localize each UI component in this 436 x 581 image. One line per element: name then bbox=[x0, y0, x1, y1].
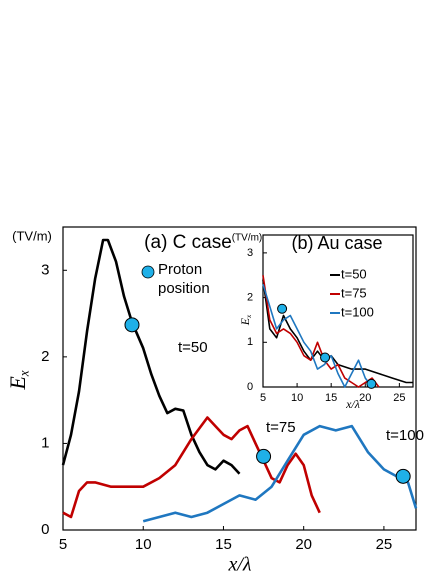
series-label: t=75 bbox=[266, 419, 296, 436]
y-tick-label: 0 bbox=[247, 381, 253, 393]
x-tick-label: 10 bbox=[291, 392, 303, 404]
proton-marker bbox=[320, 352, 331, 363]
label-sub: x bbox=[16, 370, 31, 377]
proton-marker bbox=[124, 317, 140, 333]
chart-title: (b) Au case bbox=[291, 233, 382, 253]
label-main: E bbox=[5, 376, 30, 391]
x-tick-label: 15 bbox=[325, 392, 337, 404]
x-axis-label: x/λ bbox=[345, 397, 360, 411]
proton-marker bbox=[366, 378, 377, 389]
y-tick-label: 3 bbox=[41, 261, 49, 278]
x-tick-label: 10 bbox=[135, 536, 152, 553]
proton-marker bbox=[256, 448, 272, 464]
label-main: E bbox=[238, 317, 252, 326]
x-tick-label: 15 bbox=[215, 536, 232, 553]
y-tick-label: 1 bbox=[247, 336, 253, 348]
label-sub: x bbox=[245, 314, 253, 319]
y-tick-label: 3 bbox=[247, 247, 253, 259]
x-tick-label: 25 bbox=[393, 392, 405, 404]
y-tick-label: 0 bbox=[41, 521, 49, 538]
units: (TV/m) bbox=[232, 233, 263, 244]
x-tick-label: 5 bbox=[260, 392, 266, 404]
line bbox=[262, 275, 380, 388]
line bbox=[62, 416, 321, 519]
units: (TV/m) bbox=[12, 228, 52, 243]
y-tick-label: 2 bbox=[247, 291, 253, 303]
y-axis-label: Ex bbox=[5, 370, 31, 390]
y-tick-label: 1 bbox=[41, 434, 49, 451]
legend-label: t=75 bbox=[341, 285, 367, 300]
x-tick-label: 20 bbox=[359, 392, 371, 404]
proton-marker bbox=[277, 303, 288, 314]
proton-marker bbox=[395, 468, 411, 484]
series-label: t=50 bbox=[178, 339, 208, 356]
line bbox=[142, 424, 418, 523]
line bbox=[262, 283, 373, 388]
line bbox=[61, 238, 241, 475]
x-tick-label: 25 bbox=[376, 536, 393, 553]
x-tick-label: 20 bbox=[295, 536, 312, 553]
y-tick-label: 2 bbox=[41, 348, 49, 365]
y-axis-label: Ex bbox=[238, 314, 253, 326]
legend-label: t=50 bbox=[341, 266, 367, 281]
plot-frame bbox=[262, 234, 414, 388]
legend-label: Proton position bbox=[158, 261, 210, 297]
chart-title: (a) C case bbox=[144, 232, 232, 253]
x-axis-label: x/λ bbox=[227, 554, 251, 576]
series-label: t=100 bbox=[386, 427, 424, 444]
legend-label: t=100 bbox=[341, 304, 374, 319]
x-tick-label: 5 bbox=[59, 536, 67, 553]
legend-marker bbox=[141, 265, 155, 279]
